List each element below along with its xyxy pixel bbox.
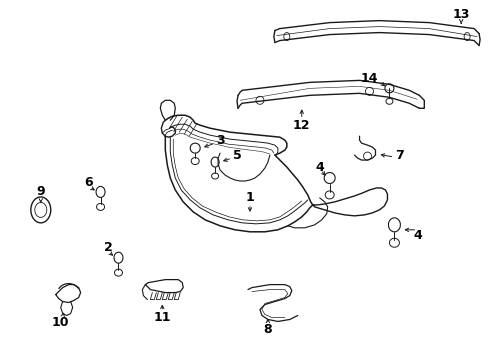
Text: 4: 4	[412, 229, 421, 242]
Text: 6: 6	[84, 176, 93, 189]
Text: 7: 7	[394, 149, 403, 162]
Text: 4: 4	[315, 161, 324, 174]
Text: 2: 2	[104, 241, 113, 254]
Text: 9: 9	[37, 185, 45, 198]
Text: 5: 5	[232, 149, 241, 162]
Text: 13: 13	[451, 8, 469, 21]
Text: 12: 12	[292, 119, 310, 132]
Text: 10: 10	[52, 316, 69, 329]
Text: 14: 14	[360, 72, 378, 85]
Text: 1: 1	[245, 192, 254, 204]
Text: 3: 3	[215, 134, 224, 147]
Text: 8: 8	[263, 323, 272, 336]
Text: 11: 11	[153, 311, 171, 324]
